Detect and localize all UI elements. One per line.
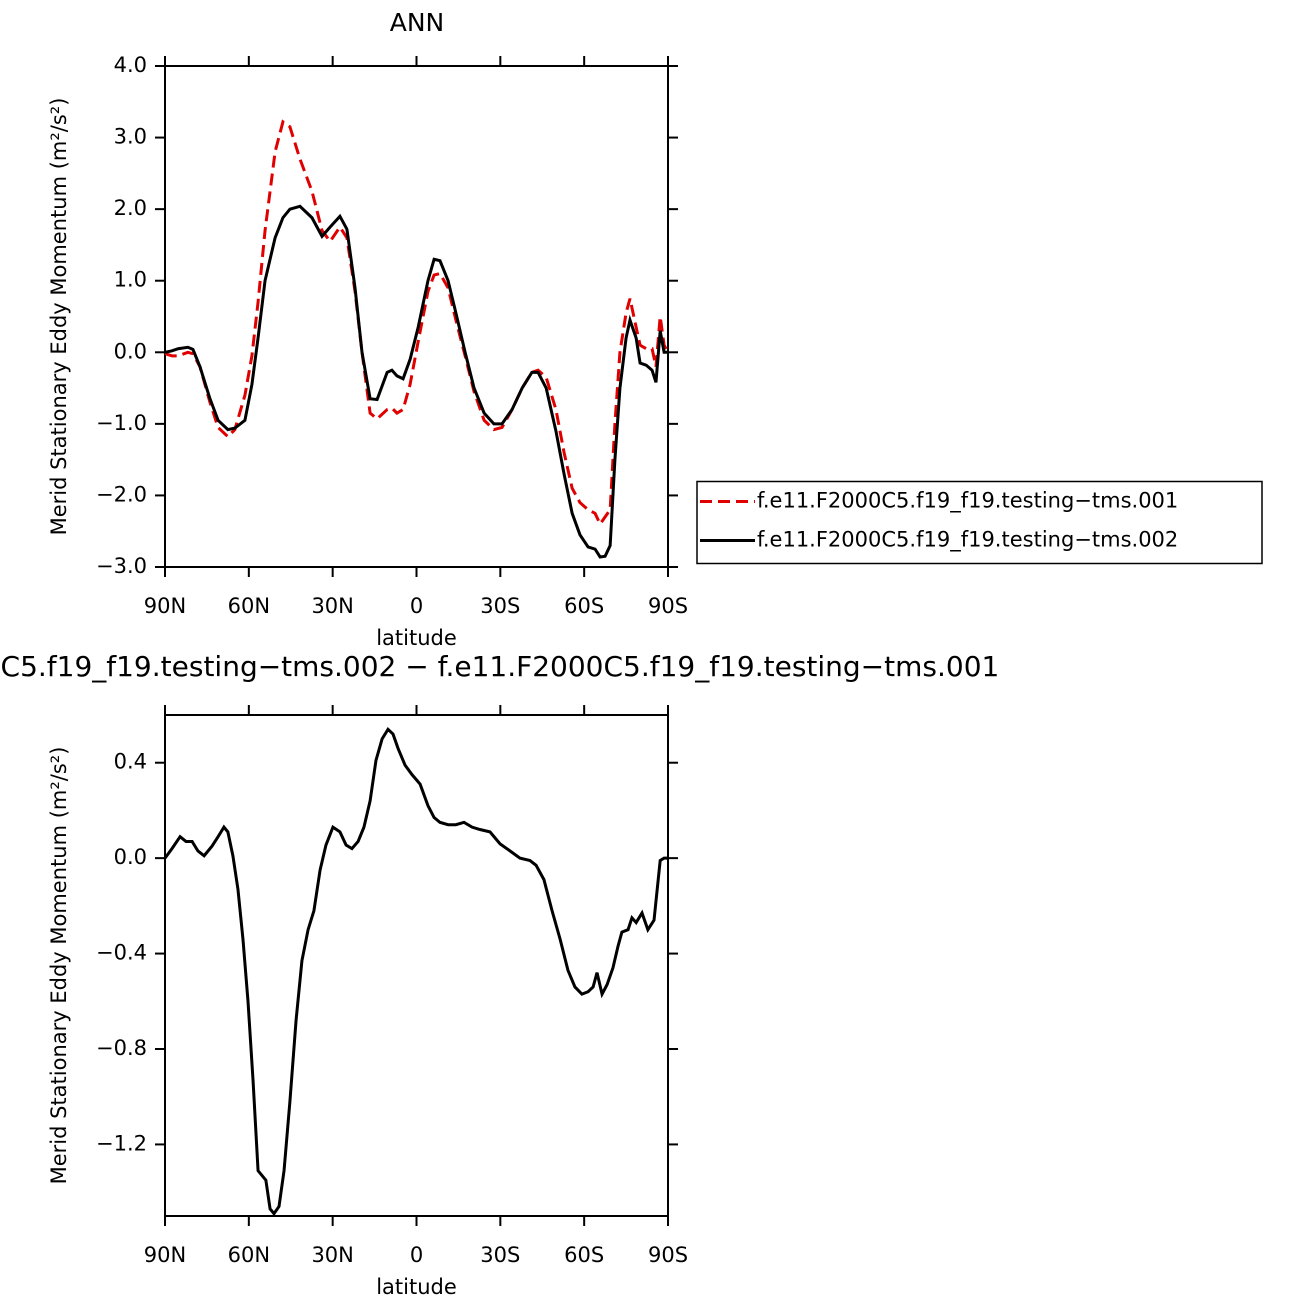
x-tick-label: 30N [311,594,353,618]
data-line [163,726,668,1217]
y-axis-label: Merid Stationary Eddy Momentum (m²/s²) [47,98,71,536]
data-line [164,204,668,559]
y-tick-label: −3.0 [96,554,147,578]
x-tick-label: 90S [648,1243,688,1267]
x-tick-label: 90N [144,594,186,618]
x-tick-label: 90S [648,594,688,618]
y-tick-label: 0.0 [114,339,147,363]
x-tick-label: 60S [564,594,604,618]
y-tick-label: 2.0 [114,196,147,220]
y-tick-label: −0.4 [96,941,147,965]
y-tick-label: 0.0 [114,845,147,869]
plot-frame [164,65,669,568]
y-axis-label: Merid Stationary Eddy Momentum (m²/s²) [47,747,71,1185]
x-tick-label: 60N [228,1243,270,1267]
x-tick-label: 90N [144,1243,186,1267]
x-tick-label: 30N [311,1243,353,1267]
x-tick-label: 30S [480,594,520,618]
y-tick-label: −1.0 [96,411,147,435]
y-tick-label: 0.4 [114,750,147,774]
y-tick-label: 3.0 [114,125,147,149]
y-tick-label: −2.0 [96,482,147,506]
x-axis-label: latitude [376,1275,457,1299]
chart-title: ANN [390,8,445,37]
y-tick-label: 4.0 [114,53,147,77]
x-tick-label: 60N [228,594,270,618]
x-tick-label: 0 [410,594,423,618]
x-tick-label: 30S [480,1243,520,1267]
x-axis-label: latitude [376,626,457,650]
data-line [164,119,670,528]
legend-label: f.e11.F2000C5.f19_f19.testing−tms.001 [757,489,1178,514]
y-tick-label: 1.0 [114,268,147,292]
plot-frame [164,714,669,1217]
x-tick-label: 60S [564,1243,604,1267]
legend-box [696,480,1263,565]
chart-title: f.e11.F2000C5.f19_f19.testing−tms.002 − … [0,650,999,683]
x-tick-label: 0 [410,1243,423,1267]
y-tick-label: −1.2 [96,1131,147,1155]
legend-label: f.e11.F2000C5.f19_f19.testing−tms.002 [757,528,1178,553]
y-tick-label: −0.8 [96,1036,147,1060]
